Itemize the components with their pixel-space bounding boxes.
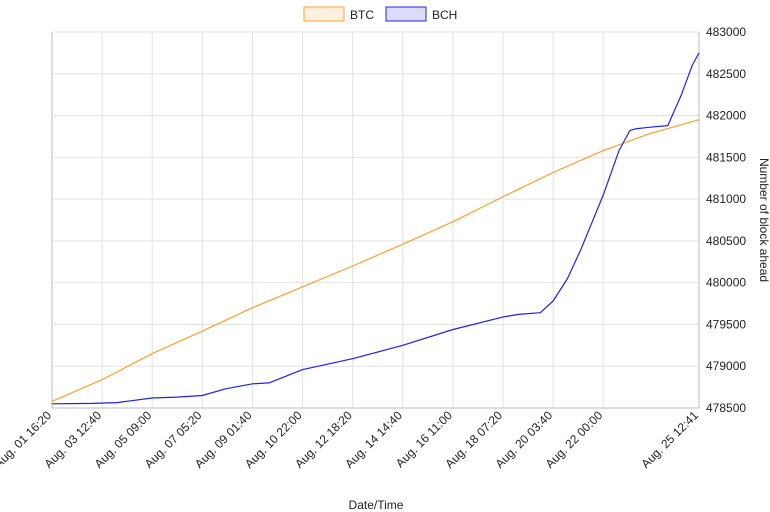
y-tick-label: 481000 <box>706 192 746 206</box>
x-axis-title: Date/Time <box>349 498 404 512</box>
y-tick-label: 482500 <box>706 67 746 81</box>
legend-item-bch[interactable]: BCH <box>385 6 457 22</box>
series-line-btc <box>51 119 700 402</box>
y-axis-ticks: 478500 479000 479500 480000 480500 481000 4815… <box>706 25 746 415</box>
x-tick-label: Aug. 25 12:41 <box>638 408 701 471</box>
grid <box>51 31 700 409</box>
y-tick-label: 479500 <box>706 317 746 331</box>
legend-swatch <box>385 6 427 22</box>
series-layer <box>51 52 700 405</box>
y-tick-label: 483000 <box>706 25 746 39</box>
legend-item-btc[interactable]: BTC <box>303 6 374 22</box>
y-tick-label: 481500 <box>706 150 746 164</box>
legend-label: BCH <box>432 8 457 22</box>
y-tick-label: 480000 <box>706 276 746 290</box>
y-tick-label: 478500 <box>706 401 746 415</box>
legend-swatch <box>303 6 345 22</box>
y-tick-label: 480500 <box>706 234 746 248</box>
y-tick-label: 482000 <box>706 109 746 123</box>
series-line-bch <box>51 52 700 405</box>
legend-label: BTC <box>350 8 374 22</box>
y-tick-label: 479000 <box>706 359 746 373</box>
legend: BTC BCH <box>303 6 457 22</box>
y-axis-title: Number of block ahead <box>757 158 770 282</box>
